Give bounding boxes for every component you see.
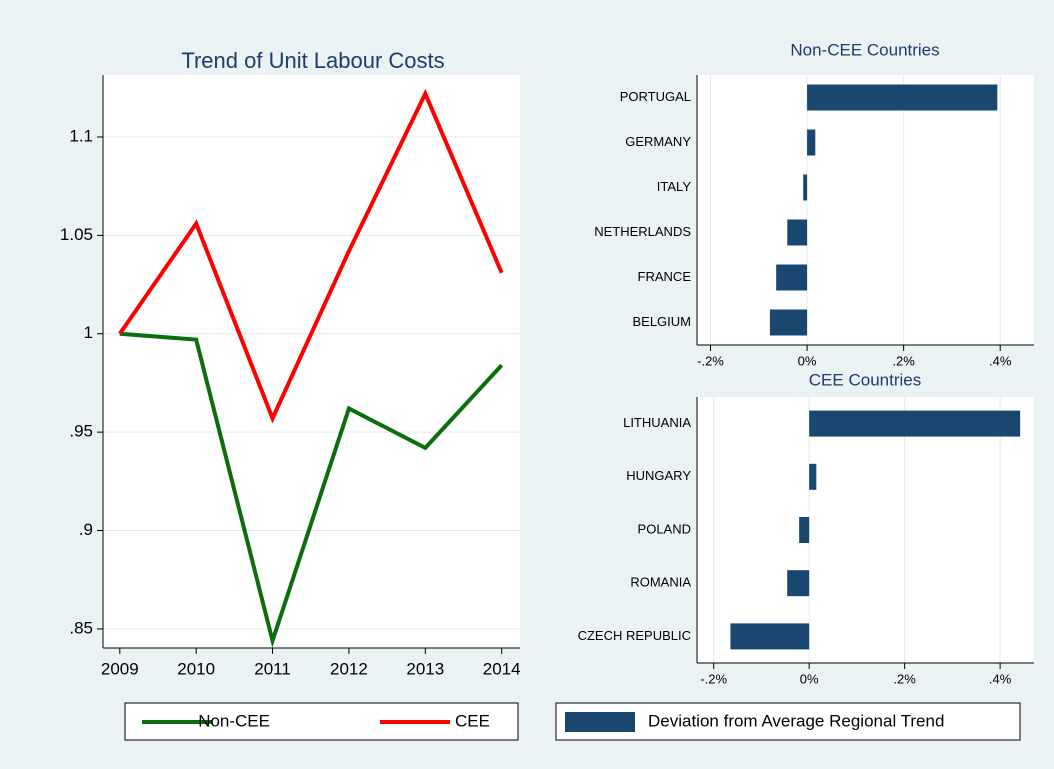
chart-title: CEE Countries: [809, 370, 921, 389]
x-tick-label: .4%: [989, 671, 1012, 686]
x-tick-label: 0%: [798, 353, 817, 368]
x-tick-label: 2012: [330, 659, 368, 678]
bar: [809, 463, 817, 490]
y-tick-label: CZECH REPUBLIC: [578, 628, 691, 643]
bar: [809, 410, 1021, 437]
chart-title: Non-CEE Countries: [790, 40, 939, 59]
line-series: [119, 331, 504, 648]
y-tick-label: LITHUANIA: [623, 415, 691, 430]
x-tick-label: 2014: [483, 659, 521, 678]
bar: [769, 309, 808, 336]
bar: [776, 264, 808, 291]
y-tick-label: FRANCE: [638, 269, 692, 284]
plot-area: [697, 397, 1034, 663]
x-tick-label: -.2%: [700, 671, 727, 686]
y-tick-label: ROMANIA: [630, 575, 691, 590]
y-tick-label: BELGIUM: [632, 314, 691, 329]
bar: [799, 517, 810, 543]
legend-label: Non-CEE: [198, 711, 270, 730]
legend-swatch: [565, 712, 635, 732]
legend-label: Deviation from Average Regional Trend: [648, 711, 944, 730]
y-tick-label: .95: [69, 422, 93, 441]
x-tick-label: 2010: [177, 659, 215, 678]
y-tick-label: .9: [79, 520, 93, 539]
bar: [787, 570, 810, 597]
y-tick-label: HUNGARY: [626, 468, 691, 483]
y-tick-label: 1.1: [69, 126, 93, 145]
x-tick-label: .4%: [989, 353, 1012, 368]
x-tick-label: 2011: [254, 659, 291, 678]
line-series: [118, 88, 504, 424]
bar: [807, 84, 998, 111]
y-tick-label: .85: [69, 618, 93, 637]
x-tick-label: 0%: [800, 671, 819, 686]
plot-area: [697, 75, 1034, 345]
y-tick-label: NETHERLANDS: [594, 224, 691, 239]
plot-area: [103, 75, 520, 648]
legend-label: CEE: [455, 711, 490, 730]
y-tick-label: GERMANY: [625, 134, 691, 149]
y-tick-label: 1.05: [60, 225, 93, 244]
bar: [787, 219, 808, 246]
bar: [807, 129, 816, 156]
x-tick-label: 2013: [406, 659, 444, 678]
x-tick-label: -.2%: [697, 353, 724, 368]
y-tick-label: ITALY: [657, 179, 692, 194]
bar: [803, 174, 808, 201]
x-tick-label: .2%: [893, 671, 916, 686]
bar: [730, 623, 810, 650]
chart-title: Trend of Unit Labour Costs: [181, 48, 444, 73]
x-tick-label: 2009: [101, 659, 139, 678]
y-tick-label: POLAND: [638, 521, 691, 536]
y-tick-label: PORTUGAL: [620, 89, 691, 104]
x-tick-label: .2%: [892, 353, 915, 368]
y-tick-label: 1: [84, 323, 93, 342]
